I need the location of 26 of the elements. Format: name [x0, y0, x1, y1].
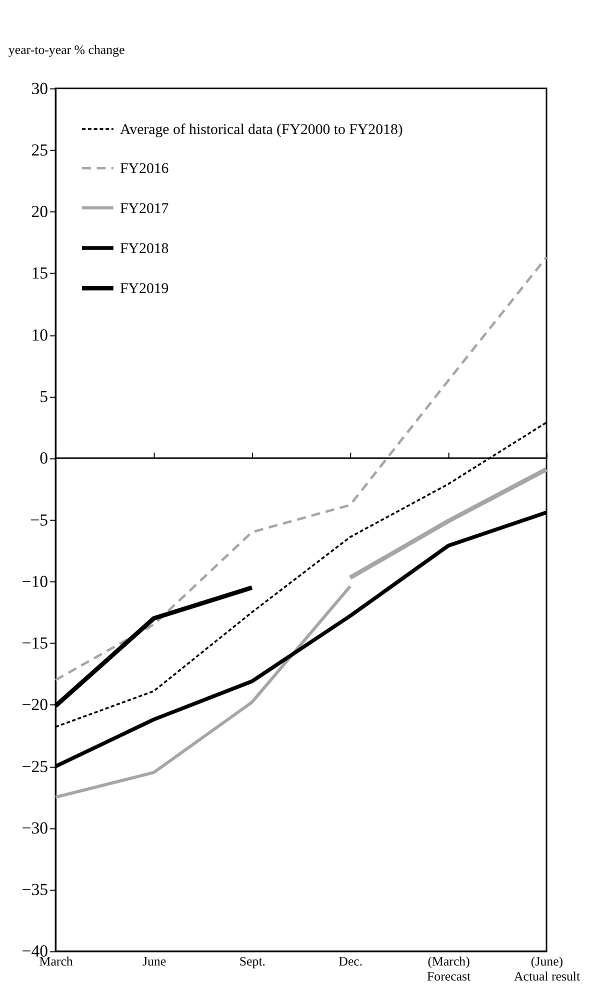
line-series	[54, 584, 352, 799]
y-tick-label: −10	[22, 572, 48, 591]
legend-label: FY2019	[120, 281, 169, 298]
y-tick-label: −20	[22, 695, 48, 714]
y-tick-label: 20	[31, 202, 48, 222]
y-tick-label: 0	[40, 448, 48, 468]
x-tick-label: Sept.	[239, 954, 266, 969]
y-tick-label: 10	[31, 325, 48, 344]
x-tick-label: (March) Forecast	[427, 954, 472, 984]
legend-label: Average of historical data (FY2000 to FY2018)	[120, 122, 403, 138]
y-tick-label: 30	[31, 78, 48, 98]
y-tick-label: −5	[30, 510, 48, 530]
x-tick-label: June	[142, 954, 166, 969]
y-tick-label: −15	[22, 634, 48, 653]
y-tick-label: 15	[31, 264, 48, 283]
legend-label: FY2016	[120, 161, 169, 178]
y-tick-label: −30	[22, 818, 48, 838]
y-axis-title: year-to-year % change	[8, 43, 125, 58]
y-tick-label: 25	[31, 140, 48, 160]
legend-label: FY2018	[120, 240, 169, 257]
legend-label: FY2017	[120, 200, 169, 217]
y-tick-label: 5	[40, 386, 48, 406]
x-tick-label: (June) Actual result	[514, 954, 581, 984]
y-tick-label: −25	[22, 756, 48, 776]
y-tick-label: −35	[22, 880, 48, 900]
x-tick-label: Dec.	[338, 954, 363, 969]
